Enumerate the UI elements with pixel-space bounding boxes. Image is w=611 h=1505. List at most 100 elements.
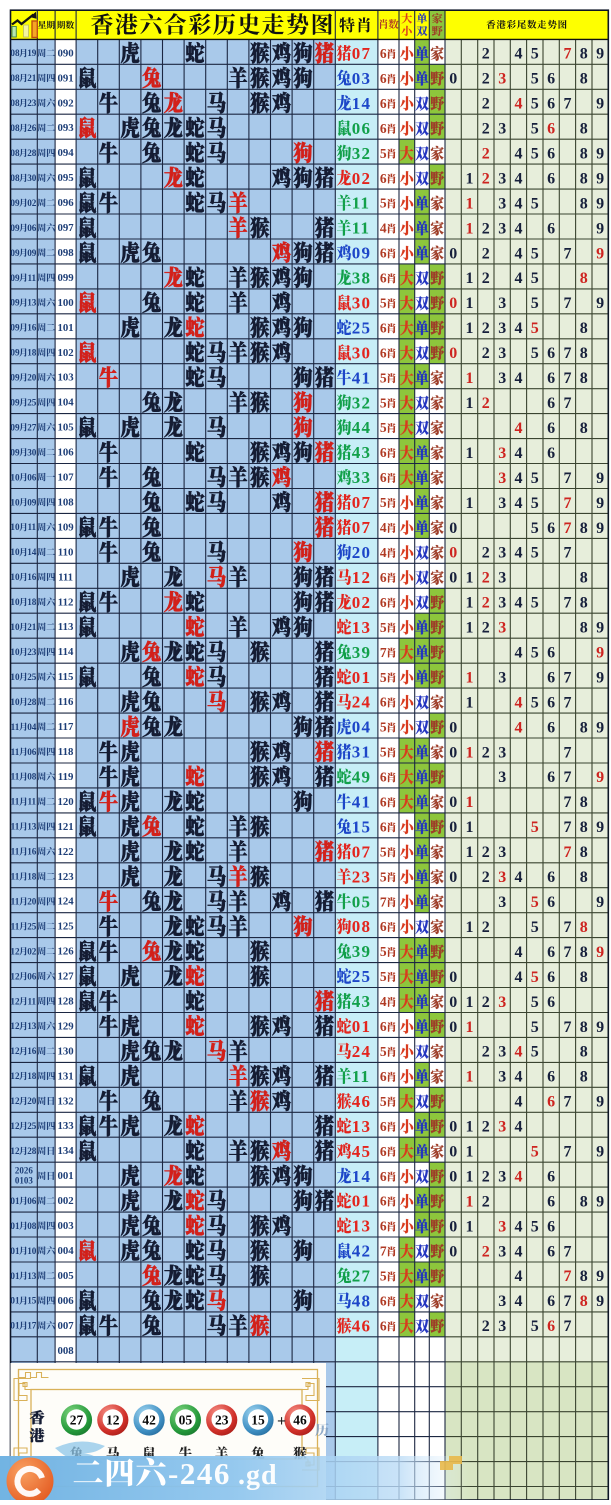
svg-text:08: 08 bbox=[10, 73, 20, 83]
svg-text:11: 11 bbox=[27, 522, 36, 532]
svg-text:43: 43 bbox=[352, 992, 371, 1011]
svg-text:20: 20 bbox=[27, 897, 37, 907]
svg-text:3: 3 bbox=[498, 744, 506, 761]
svg-text:2: 2 bbox=[482, 46, 490, 63]
svg-text:0: 0 bbox=[449, 1243, 457, 1260]
svg-text:2: 2 bbox=[482, 395, 490, 412]
svg-text:6: 6 bbox=[547, 1094, 555, 1111]
svg-text:6: 6 bbox=[547, 1193, 555, 1210]
svg-text:7: 7 bbox=[380, 1244, 387, 1259]
svg-text:1: 1 bbox=[466, 220, 474, 237]
svg-text:114: 114 bbox=[58, 646, 74, 658]
svg-text:4: 4 bbox=[515, 171, 523, 188]
svg-text:16: 16 bbox=[27, 1046, 37, 1056]
svg-text:7: 7 bbox=[564, 1318, 572, 1335]
svg-text:7: 7 bbox=[564, 819, 572, 836]
svg-text:8: 8 bbox=[580, 1193, 588, 1210]
svg-text:6: 6 bbox=[380, 1169, 387, 1184]
svg-text:6: 6 bbox=[380, 445, 387, 460]
svg-text:4: 4 bbox=[515, 420, 523, 437]
svg-text:4: 4 bbox=[515, 270, 523, 287]
svg-text:5: 5 bbox=[531, 1144, 539, 1161]
svg-text:9: 9 bbox=[596, 96, 604, 113]
svg-text:4: 4 bbox=[515, 869, 523, 886]
svg-text:8: 8 bbox=[580, 794, 588, 811]
svg-text:6: 6 bbox=[380, 919, 387, 934]
svg-text:8: 8 bbox=[580, 719, 588, 736]
svg-text:3: 3 bbox=[498, 769, 506, 786]
svg-text:01: 01 bbox=[352, 668, 371, 687]
svg-text:14: 14 bbox=[352, 94, 371, 113]
svg-text:7: 7 bbox=[564, 495, 572, 512]
svg-text:104: 104 bbox=[57, 397, 74, 409]
svg-text:4: 4 bbox=[515, 320, 523, 337]
svg-text:8: 8 bbox=[580, 1268, 588, 1285]
svg-text:9: 9 bbox=[596, 520, 604, 537]
svg-text:01: 01 bbox=[10, 1221, 20, 1231]
svg-text:5: 5 bbox=[531, 595, 539, 612]
svg-text:10: 10 bbox=[10, 522, 20, 532]
svg-text:5: 5 bbox=[531, 1218, 539, 1235]
svg-text:19: 19 bbox=[27, 48, 37, 58]
svg-text:14: 14 bbox=[352, 1167, 371, 1186]
svg-text:7: 7 bbox=[564, 520, 572, 537]
svg-text:1: 1 bbox=[466, 295, 474, 312]
svg-text:09: 09 bbox=[10, 398, 20, 408]
svg-text:5: 5 bbox=[531, 694, 539, 711]
svg-text:2: 2 bbox=[482, 220, 490, 237]
svg-text:8: 8 bbox=[580, 46, 588, 63]
svg-text:11: 11 bbox=[11, 797, 20, 807]
svg-text:5: 5 bbox=[380, 1094, 387, 1109]
svg-text:4: 4 bbox=[515, 46, 523, 63]
svg-text:5: 5 bbox=[531, 1318, 539, 1335]
svg-text:2: 2 bbox=[482, 994, 490, 1011]
svg-text:2: 2 bbox=[482, 320, 490, 337]
svg-text:4: 4 bbox=[380, 994, 387, 1009]
svg-text:11: 11 bbox=[352, 219, 370, 238]
svg-text:9: 9 bbox=[596, 171, 604, 188]
svg-text:8: 8 bbox=[580, 420, 588, 437]
svg-text:1: 1 bbox=[466, 1019, 474, 1036]
svg-text:0: 0 bbox=[449, 994, 457, 1011]
svg-text:11: 11 bbox=[352, 1067, 370, 1086]
svg-text:8: 8 bbox=[580, 844, 588, 861]
svg-text:09: 09 bbox=[27, 248, 37, 258]
svg-text:8: 8 bbox=[580, 919, 588, 936]
svg-text:32: 32 bbox=[352, 144, 371, 163]
svg-text:3: 3 bbox=[498, 869, 506, 886]
svg-text:9: 9 bbox=[596, 1094, 604, 1111]
svg-text:3: 3 bbox=[498, 320, 506, 337]
svg-text:13: 13 bbox=[27, 822, 37, 832]
svg-text:7: 7 bbox=[564, 769, 572, 786]
svg-text:5: 5 bbox=[380, 296, 387, 311]
svg-text:23: 23 bbox=[215, 1413, 229, 1428]
svg-text:6: 6 bbox=[547, 944, 555, 961]
svg-text:15: 15 bbox=[352, 817, 371, 836]
svg-text:125: 125 bbox=[57, 921, 73, 933]
svg-text:3: 3 bbox=[498, 1169, 506, 1186]
svg-text:18: 18 bbox=[27, 597, 37, 607]
svg-text:9: 9 bbox=[596, 470, 604, 487]
svg-text:5: 5 bbox=[531, 545, 539, 562]
svg-text:43: 43 bbox=[352, 443, 371, 462]
svg-text:7: 7 bbox=[564, 1293, 572, 1310]
svg-text:4: 4 bbox=[380, 221, 387, 236]
svg-text:3: 3 bbox=[498, 1318, 506, 1335]
svg-text:4: 4 bbox=[515, 220, 523, 237]
svg-text:7: 7 bbox=[564, 545, 572, 562]
svg-text:003: 003 bbox=[57, 1220, 74, 1232]
svg-text:1: 1 bbox=[466, 819, 474, 836]
svg-text:4: 4 bbox=[515, 645, 523, 662]
svg-text:8: 8 bbox=[580, 146, 588, 163]
svg-text:02: 02 bbox=[352, 593, 371, 612]
svg-text:7: 7 bbox=[564, 245, 572, 262]
svg-text:3: 3 bbox=[498, 71, 506, 88]
svg-text:6: 6 bbox=[380, 171, 387, 186]
svg-text:15: 15 bbox=[251, 1413, 265, 1428]
svg-text:16: 16 bbox=[27, 572, 37, 582]
svg-text:13: 13 bbox=[27, 1271, 37, 1281]
svg-text:16: 16 bbox=[27, 847, 37, 857]
svg-text:10: 10 bbox=[27, 1246, 37, 1256]
svg-text:0: 0 bbox=[449, 1144, 457, 1161]
svg-text:6: 6 bbox=[547, 669, 555, 686]
